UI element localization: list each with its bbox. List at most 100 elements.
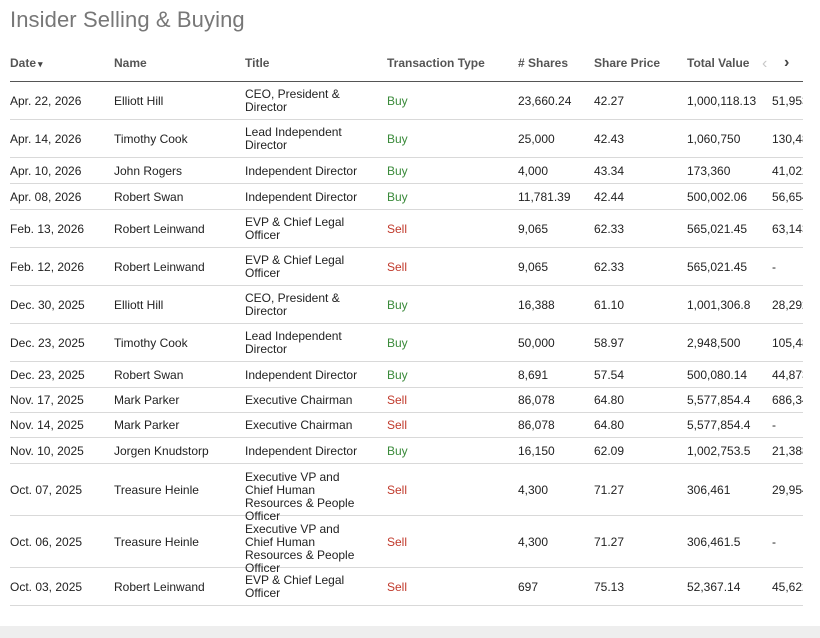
chevron-left-icon[interactable]: ‹ (762, 55, 768, 72)
cell-title: Executive VP and Chief Human Resources &… (245, 522, 355, 575)
cell-price: 64.80 (594, 393, 625, 407)
header-title[interactable]: Title (245, 56, 270, 70)
footer-band (0, 626, 820, 638)
cell-title: Lead Independent Director (245, 125, 342, 152)
cell-price: 42.27 (594, 94, 625, 108)
cell-price: 71.27 (594, 535, 625, 549)
cell-date: Nov. 17, 2025 (10, 393, 84, 407)
cell-total: 5,577,854.4 (687, 418, 751, 432)
cell-name: John Rogers (114, 164, 183, 178)
cell-shares: 4,300 (518, 483, 549, 497)
header-transaction-type[interactable]: Transaction Type (387, 56, 485, 70)
cell-total: 5,577,854.4 (687, 393, 751, 407)
cell-shares: 16,150 (518, 444, 555, 458)
cell-extra: 63,143 (772, 222, 803, 236)
cell-total: 306,461.5 (687, 535, 741, 549)
cell-price: 43.34 (594, 164, 625, 178)
cell-shares: 4,000 (518, 164, 549, 178)
cell-title: Independent Director (245, 190, 358, 204)
cell-type: Sell (387, 393, 408, 407)
cell-extra: 28,292 (772, 298, 803, 312)
cell-name: Timothy Cook (114, 132, 188, 146)
cell-date: Oct. 07, 2025 (10, 483, 83, 497)
cell-title: Executive VP and Chief Human Resources &… (245, 470, 355, 523)
cell-title: Independent Director (245, 164, 358, 178)
cell-price: 62.33 (594, 222, 625, 236)
cell-name: Robert Leinwand (114, 260, 205, 274)
cell-total: 565,021.45 (687, 260, 748, 274)
cell-date: Nov. 14, 2025 (10, 418, 84, 432)
header-name[interactable]: Name (114, 56, 147, 70)
cell-title: EVP & Chief Legal Officer (245, 215, 345, 242)
cell-shares: 9,065 (518, 222, 549, 236)
table-row: Nov. 17, 2025 Mark Parker Executive Chairm… (10, 388, 803, 413)
cell-price: 71.27 (594, 483, 625, 497)
cell-total: 1,002,753.5 (687, 444, 751, 458)
cell-shares: 8,691 (518, 368, 549, 382)
cell-type: Sell (387, 483, 408, 497)
cell-name: Jorgen Knudstorp (114, 444, 209, 458)
page-title: Insider Selling & Buying (10, 7, 245, 32)
cell-title: Independent Director (245, 368, 358, 382)
cell-total: 306,461 (687, 483, 731, 497)
cell-date: Apr. 10, 2026 (10, 164, 82, 178)
cell-shares: 4,300 (518, 535, 549, 549)
cell-title: EVP & Chief Legal Officer (245, 573, 345, 600)
cell-price: 61.10 (594, 298, 625, 312)
cell-title: Executive Chairman (245, 418, 353, 432)
table-row: Feb. 12, 2026 Robert Leinwand EVP & Chief … (10, 248, 803, 286)
table-body: Apr. 22, 2026 Elliott Hill CEO, President … (10, 82, 803, 606)
cell-date: Nov. 10, 2025 (10, 444, 84, 458)
cell-extra: 21,388 (772, 444, 803, 458)
cell-extra: 51,953 (772, 94, 803, 108)
cell-price: 75.13 (594, 580, 625, 594)
cell-name: Treasure Heinle (114, 535, 199, 549)
header-date[interactable]: Date ▾ (10, 56, 43, 70)
cell-type: Buy (387, 444, 408, 458)
table-row: Oct. 03, 2025 Robert Leinwand EVP & Chief … (10, 568, 803, 606)
table-row: Apr. 10, 2026 John Rogers Independent Dire… (10, 158, 803, 184)
cell-price: 42.43 (594, 132, 625, 146)
cell-date: Apr. 22, 2026 (10, 94, 82, 108)
cell-name: Elliott Hill (114, 94, 164, 108)
cell-type: Sell (387, 260, 408, 274)
cell-extra: 105,48 (772, 336, 803, 350)
cell-name: Timothy Cook (114, 336, 188, 350)
cell-name: Mark Parker (114, 418, 180, 432)
cell-type: Buy (387, 336, 408, 350)
cell-name: Treasure Heinle (114, 483, 199, 497)
cell-title: EVP & Chief Legal Officer (245, 253, 345, 280)
cell-type: Sell (387, 418, 408, 432)
cell-date: Oct. 06, 2025 (10, 535, 83, 549)
cell-total: 52,367.14 (687, 580, 741, 594)
header-total-value[interactable]: Total Value (687, 56, 750, 70)
cell-type: Buy (387, 368, 408, 382)
cell-extra: 686,34 (772, 393, 803, 407)
cell-price: 62.33 (594, 260, 625, 274)
cell-extra: - (772, 260, 776, 274)
cell-price: 42.44 (594, 190, 625, 204)
table-row: Oct. 06, 2025 Treasure Heinle Executive VP… (10, 516, 803, 575)
cell-shares: 11,781.39 (518, 190, 571, 204)
header-date-label: Date (10, 56, 37, 70)
cell-title: Independent Director (245, 444, 358, 458)
cell-extra: 41,022 (772, 164, 803, 178)
cell-total: 500,002.06 (687, 190, 748, 204)
cell-total: 2,948,500 (687, 336, 741, 350)
cell-name: Robert Leinwand (114, 580, 205, 594)
table-row: Nov. 14, 2025 Mark Parker Executive Chairm… (10, 413, 803, 438)
header-share-price[interactable]: Share Price (594, 56, 661, 70)
cell-total: 173,360 (687, 164, 731, 178)
insider-table: Date ▾ Name Title Transaction Type # Shar… (10, 44, 803, 606)
cell-type: Buy (387, 190, 408, 204)
cell-total: 500,080.14 (687, 368, 748, 382)
chevron-right-icon[interactable]: › (784, 54, 790, 71)
header-shares[interactable]: # Shares (518, 56, 569, 70)
cell-total: 1,000,118.13 (687, 94, 757, 108)
cell-date: Feb. 13, 2026 (10, 222, 85, 236)
cell-total: 1,001,306.8 (687, 298, 751, 312)
cell-type: Sell (387, 535, 408, 549)
cell-total: 1,060,750 (687, 132, 741, 146)
table-row: Dec. 30, 2025 Elliott Hill CEO, President … (10, 286, 803, 324)
